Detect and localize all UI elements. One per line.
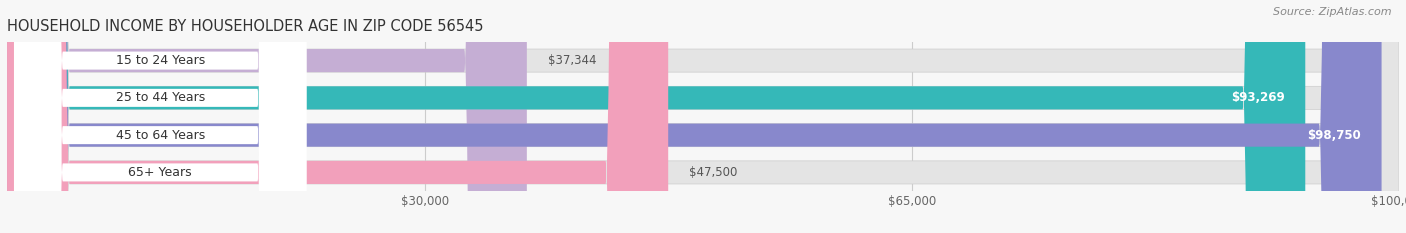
- FancyBboxPatch shape: [7, 0, 1305, 233]
- FancyBboxPatch shape: [7, 0, 1399, 233]
- Text: HOUSEHOLD INCOME BY HOUSEHOLDER AGE IN ZIP CODE 56545: HOUSEHOLD INCOME BY HOUSEHOLDER AGE IN Z…: [7, 19, 484, 34]
- FancyBboxPatch shape: [7, 0, 668, 233]
- Text: 45 to 64 Years: 45 to 64 Years: [115, 129, 205, 142]
- Text: Source: ZipAtlas.com: Source: ZipAtlas.com: [1274, 7, 1392, 17]
- FancyBboxPatch shape: [7, 0, 1399, 233]
- Text: $98,750: $98,750: [1308, 129, 1361, 142]
- Text: $37,344: $37,344: [548, 54, 596, 67]
- Text: 65+ Years: 65+ Years: [128, 166, 193, 179]
- Text: $47,500: $47,500: [689, 166, 738, 179]
- FancyBboxPatch shape: [14, 0, 307, 233]
- FancyBboxPatch shape: [7, 0, 527, 233]
- FancyBboxPatch shape: [7, 0, 1399, 233]
- FancyBboxPatch shape: [7, 0, 1399, 233]
- FancyBboxPatch shape: [14, 0, 307, 233]
- FancyBboxPatch shape: [7, 0, 1382, 233]
- FancyBboxPatch shape: [14, 0, 307, 233]
- Text: 15 to 24 Years: 15 to 24 Years: [115, 54, 205, 67]
- FancyBboxPatch shape: [14, 0, 307, 233]
- Text: 25 to 44 Years: 25 to 44 Years: [115, 91, 205, 104]
- Text: $93,269: $93,269: [1230, 91, 1285, 104]
